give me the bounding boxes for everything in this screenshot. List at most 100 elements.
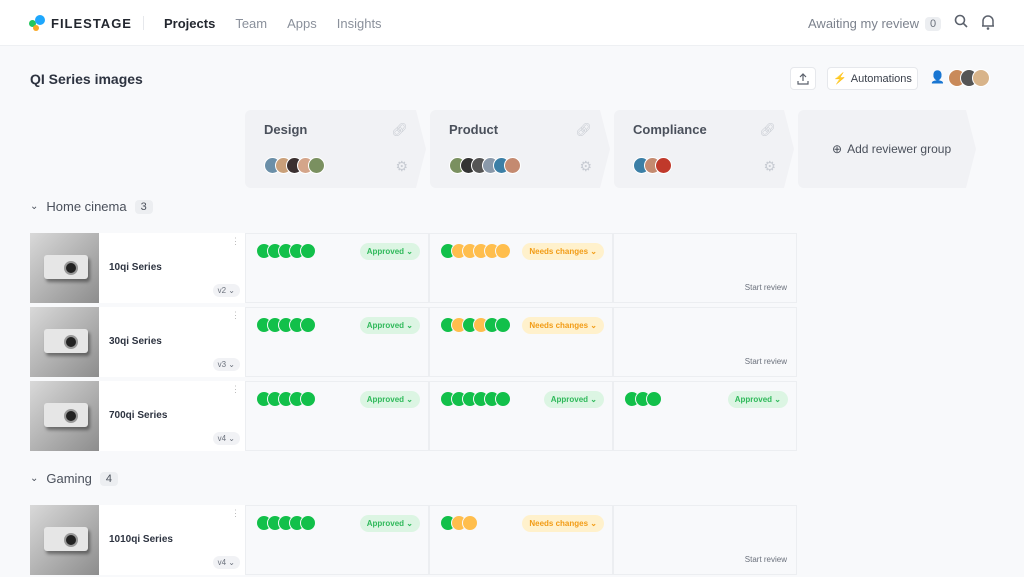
section-name: Home cinema <box>46 199 127 214</box>
link-icon[interactable]: 🔗︎ <box>575 122 592 137</box>
status-label: Approved <box>550 395 589 404</box>
version-label: v4 <box>217 558 227 567</box>
upload-button[interactable] <box>790 67 816 90</box>
group-members[interactable] <box>449 157 521 174</box>
status-dropdown[interactable]: Approved ⌄ <box>359 317 420 334</box>
review-cell[interactable]: Approved ⌄ <box>245 381 429 451</box>
file-name-cell[interactable]: 10qi Series ⋮ v2 ⌄ <box>99 233 245 303</box>
group-members[interactable] <box>264 157 325 174</box>
chevron-down-icon: ⌄ <box>774 395 781 404</box>
start-review-button[interactable]: Start review <box>744 357 787 366</box>
status-dropdown[interactable]: Approved ⌄ <box>359 243 420 260</box>
version-dropdown[interactable]: v2 ⌄ <box>212 284 240 297</box>
group-name: Compliance <box>633 122 707 137</box>
file-thumbnail[interactable] <box>30 381 99 451</box>
link-icon[interactable]: 🔗︎ <box>759 122 776 137</box>
file-thumbnail[interactable] <box>30 233 99 303</box>
review-cell[interactable]: Needs changes ⌄ <box>429 307 613 377</box>
automations-button[interactable]: ⚡ Automations <box>827 67 918 90</box>
group-name: Design <box>264 122 308 137</box>
reviewer-status-dot <box>300 515 316 531</box>
section-name: Gaming <box>46 471 92 486</box>
status-label: Needs changes <box>529 321 589 330</box>
divider <box>143 16 144 30</box>
start-review-button[interactable]: Start review <box>744 555 787 564</box>
avatar <box>655 157 672 174</box>
file-name-cell[interactable]: 700qi Series ⋮ v4 ⌄ <box>99 381 245 451</box>
review-cell[interactable]: Approved ⌄ <box>245 307 429 377</box>
review-cell[interactable]: Needs changes ⌄ <box>429 233 613 303</box>
status-dropdown[interactable]: Approved ⌄ <box>359 515 420 532</box>
group-name: Product <box>449 122 499 137</box>
nav-team[interactable]: Team <box>235 16 268 31</box>
reviewer-group-product[interactable]: Product 🔗︎ ⚙ <box>430 110 610 188</box>
gear-icon[interactable]: ⚙ <box>579 158 592 174</box>
file-name: 30qi Series <box>109 336 162 347</box>
chevron-down-icon: ⌄ <box>590 395 597 404</box>
link-icon[interactable]: 🔗︎ <box>391 122 408 137</box>
nav-apps[interactable]: Apps <box>287 16 317 31</box>
status-dropdown[interactable]: Needs changes ⌄ <box>522 317 604 334</box>
gear-icon[interactable]: ⚙ <box>763 158 776 174</box>
nav-insights[interactable]: Insights <box>336 16 382 31</box>
awaiting-review-link[interactable]: Awaiting my review 0 <box>808 16 942 31</box>
start-review-button[interactable]: Start review <box>744 283 787 292</box>
file-row: 10qi Series ⋮ v2 ⌄ Approved ⌄ Needs changes… <box>30 233 797 303</box>
version-dropdown[interactable]: v4 ⌄ <box>212 432 240 445</box>
file-thumbnail[interactable] <box>30 505 99 575</box>
status-label: Needs changes <box>529 519 589 528</box>
reviewer-group-compliance[interactable]: Compliance 🔗︎ ⚙ <box>614 110 794 188</box>
add-reviewer-group-button[interactable]: ⊕ Add reviewer group <box>798 110 976 188</box>
brand-name: FILESTAGE <box>51 15 132 31</box>
status-label: Approved <box>366 321 405 330</box>
reviewer-group-design[interactable]: Design 🔗︎ ⚙ <box>245 110 426 188</box>
status-label: Needs changes <box>529 247 589 256</box>
chevron-down-icon: ⌄ <box>406 321 413 330</box>
status-dropdown[interactable]: Needs changes ⌄ <box>522 243 604 260</box>
status-dropdown[interactable]: Approved ⌄ <box>359 391 420 408</box>
group-members[interactable] <box>633 157 672 174</box>
review-cell[interactable]: Approved ⌄ <box>245 233 429 303</box>
search-icon[interactable] <box>954 14 968 32</box>
bell-icon[interactable] <box>981 14 995 35</box>
automations-label: Automations <box>850 72 912 85</box>
gear-icon[interactable]: ⚙ <box>395 158 408 174</box>
version-label: v4 <box>217 434 227 443</box>
top-nav: FILESTAGE Projects Team Apps Insights Aw… <box>0 0 1024 46</box>
project-members[interactable] <box>948 69 990 87</box>
more-options-icon[interactable]: ⋮ <box>231 384 240 394</box>
status-dropdown[interactable]: Approved ⌄ <box>727 391 788 408</box>
section-header[interactable]: ⌄ Home cinema 3 <box>30 199 153 214</box>
reviewer-status-dot <box>300 317 316 333</box>
review-cell[interactable]: Start review <box>613 307 797 377</box>
chevron-down-icon: ⌄ <box>406 395 413 404</box>
review-cell[interactable]: Approved ⌄ <box>429 381 613 451</box>
file-thumbnail[interactable] <box>30 307 99 377</box>
reviewer-status-dot <box>495 243 511 259</box>
add-member-icon[interactable]: 👤 <box>930 70 945 84</box>
file-name-cell[interactable]: 1010qi Series ⋮ v4 ⌄ <box>99 505 245 575</box>
reviewer-status-dot <box>495 317 511 333</box>
chevron-down-icon: ⌄ <box>590 519 597 528</box>
version-dropdown[interactable]: v3 ⌄ <box>212 358 240 371</box>
version-dropdown[interactable]: v4 ⌄ <box>212 556 240 569</box>
section-count: 3 <box>134 199 153 214</box>
status-dropdown[interactable]: Needs changes ⌄ <box>522 515 604 532</box>
review-cell[interactable]: Approved ⌄ <box>245 505 429 575</box>
more-options-icon[interactable]: ⋮ <box>231 236 240 246</box>
filestage-logo[interactable]: FILESTAGE <box>29 15 132 31</box>
file-name-cell[interactable]: 30qi Series ⋮ v3 ⌄ <box>99 307 245 377</box>
section-header[interactable]: ⌄ Gaming 4 <box>30 471 119 486</box>
file-name: 1010qi Series <box>109 534 173 545</box>
file-name: 10qi Series <box>109 262 162 273</box>
review-cell[interactable]: Needs changes ⌄ <box>429 505 613 575</box>
more-options-icon[interactable]: ⋮ <box>231 508 240 518</box>
review-cell[interactable]: Start review <box>613 505 797 575</box>
status-dropdown[interactable]: Approved ⌄ <box>543 391 604 408</box>
upload-icon <box>797 72 809 85</box>
nav-projects[interactable]: Projects <box>164 16 216 31</box>
review-cell[interactable]: Approved ⌄ <box>613 381 797 451</box>
more-options-icon[interactable]: ⋮ <box>231 310 240 320</box>
file-row: 700qi Series ⋮ v4 ⌄ Approved ⌄ Approved ⌄ Ap… <box>30 381 797 451</box>
review-cell[interactable]: Start review <box>613 233 797 303</box>
